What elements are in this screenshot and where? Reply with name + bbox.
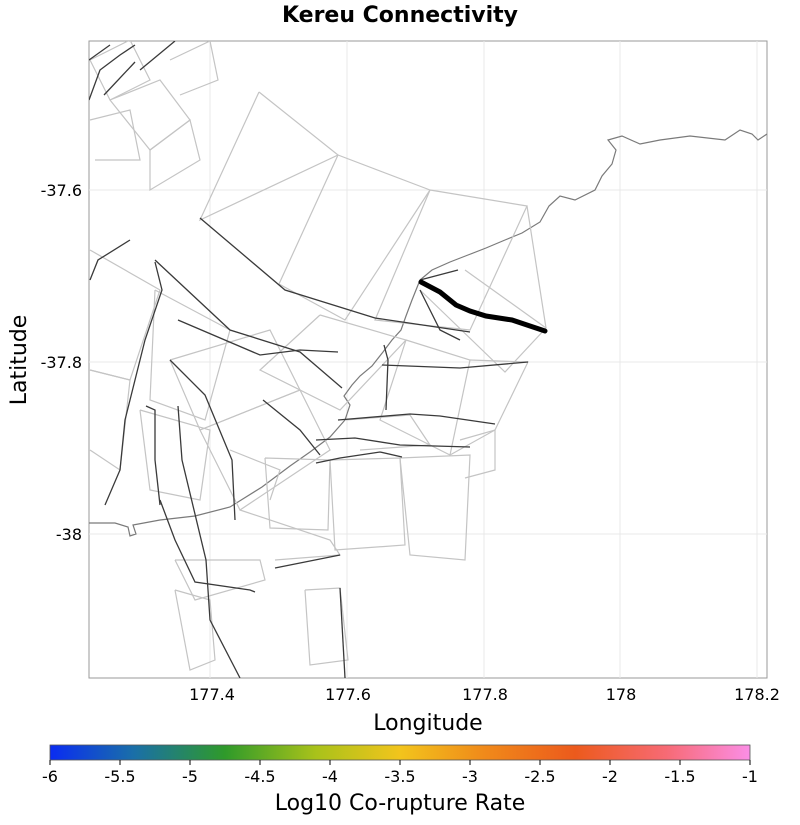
connected-fault-traces	[89, 41, 529, 678]
x-tick-label: 177.8	[462, 685, 508, 704]
colorbar-tick-label: -4	[322, 767, 338, 786]
y-axis-title: Latitude	[7, 315, 32, 406]
colorbar-tick-label: -5	[182, 767, 198, 786]
y-tick-label: -37.8	[41, 353, 82, 372]
colorbar-tick-label: -1	[742, 767, 758, 786]
colorbar	[49, 744, 751, 761]
y-tick-label: -37.6	[41, 181, 82, 200]
colorbar-tick-label: -6	[42, 767, 58, 786]
colorbar-tick-label: -2	[602, 767, 618, 786]
x-tick-label: 177.4	[189, 685, 235, 704]
colorbar-tick-label: -5.5	[104, 767, 135, 786]
y-tick-label: -38	[56, 525, 82, 544]
kereu-fault-trace	[418, 279, 548, 334]
colorbar-tick-label: -2.5	[524, 767, 555, 786]
colorbar-tick-label: -1.5	[664, 767, 695, 786]
x-axis-title: Longitude	[373, 711, 482, 736]
plot-area	[88, 40, 768, 679]
colorbar-title: Log10 Co-rupture Rate	[275, 791, 526, 816]
map-title: Kereu Connectivity	[281, 3, 519, 28]
fault-surface-outlines	[89, 41, 547, 671]
x-tick-label: 178	[606, 685, 637, 704]
colorbar-tick-label: -3	[462, 767, 478, 786]
colorbar-tick-label: -3.5	[384, 767, 415, 786]
colorbar-ticks	[49, 760, 751, 765]
x-tick-label: 178.2	[734, 685, 780, 704]
colorbar-tick-label: -4.5	[244, 767, 275, 786]
grid-lines	[89, 41, 767, 678]
x-tick-label: 177.6	[325, 685, 371, 704]
